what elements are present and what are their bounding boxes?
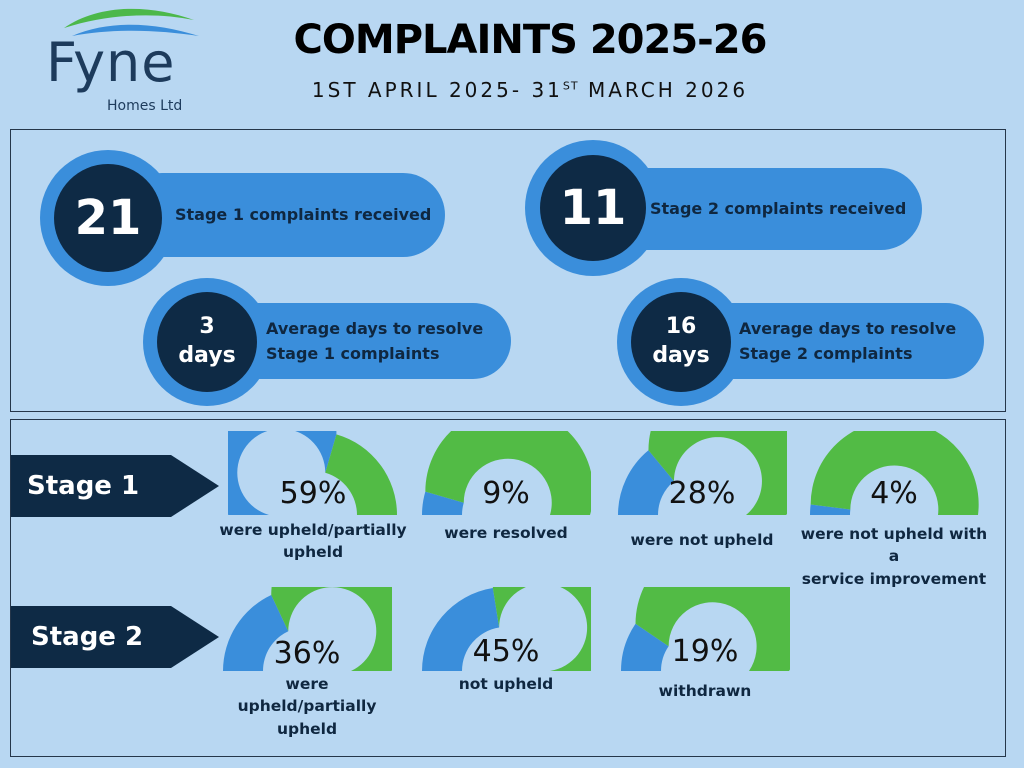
gauge-caption-line: were resolved [444,524,568,542]
stage1-label: Stage 1 [27,471,140,501]
stage1-days-unit: days [178,343,236,368]
stage2-received-count: 11 [540,155,646,261]
stage2-label-banner: Stage 2 [11,606,219,668]
stage2-gauge-upheld: 36% were upheld/partially upheld [222,510,440,747]
wave-logo-icon [64,8,199,36]
gauge-percent: 19% [671,634,739,669]
stage1-gauge-service-improvement: 4% were not upheld with a service improv… [801,420,987,588]
gauge-caption-line: were not upheld [630,531,774,549]
gauge-caption: were upheld/partially upheld [218,519,408,564]
gauge-caption-line: upheld [276,719,338,738]
stage1-days-label-line2: Stage 1 complaints [266,343,440,363]
gauge-caption-line: service improvement [801,569,987,588]
gauge-green-segment [810,420,979,515]
gauge-caption-line: not upheld [458,675,554,693]
stage1-days-value: 3 days [157,292,257,392]
gauge-percent: 45% [472,634,540,669]
stage1-days-label-line1: Average days to resolve [266,319,484,338]
gauge-dial [422,407,594,515]
gauge-percent: 4% [870,476,918,511]
stage1-gauge-not-upheld: 28% were not upheld [617,366,817,571]
stage2-label: Stage 2 [31,622,144,652]
gauge-caption-line: upheld [282,543,344,562]
stage2-days-unit: days [652,343,710,368]
gauge-blue-segment [810,504,851,515]
summary-panel [10,129,1006,412]
gauge-percent: 59% [279,476,347,511]
reporting-period: 1ST APRIL 2025- 31ST MARCH 2026 [270,80,790,100]
gauge-dial [810,420,979,515]
gauge-caption-line: were not upheld with a [800,525,988,566]
gauge-blue-segment [618,450,674,515]
gauge-percent: 9% [482,476,530,511]
gauge-caption-line: were [285,675,329,693]
stage2-received-label: Stage 2 complaints received [650,199,907,218]
gauge-caption: were not upheld with a service improveme… [794,523,994,590]
stage1-received-label: Stage 1 complaints received [175,205,432,224]
gauge-green-segment [425,407,594,515]
stage2-gauge-withdrawn: 19% withdrawn [620,539,804,727]
stage1-days-label: Average days to resolve Stage 1 complain… [266,317,483,367]
stage1-received-count: 21 [54,164,162,272]
gauge-caption: were resolved [411,522,601,544]
stage1-gauge-resolved: 9% were resolved [421,407,594,571]
stage2-days-value: 16 days [631,292,731,392]
gauge-blue-segment [223,594,289,671]
period-end-suffix: ST [562,79,579,93]
stage2-gauge-not-upheld: 45% not upheld [421,504,661,727]
gauge-caption: were upheld/partially upheld [212,673,402,740]
fyne-homes-logo: Fyne Homes Ltd [44,2,204,120]
gauge-caption: withdrawn [610,680,800,702]
stage2-days-number: 16 [665,314,697,340]
logo-name: Fyne [46,31,176,94]
stage1-label-banner: Stage 1 [11,455,219,517]
stage1-gauge-upheld: 59% were upheld/partially upheld [168,350,407,571]
gauge-percent: 28% [668,476,736,511]
logo-subtitle: Homes Ltd [107,98,183,114]
stage1-arrow-shape [11,455,219,517]
period-end-day: 31 [531,78,563,102]
outcomes-panel [10,419,1006,757]
page-title: COMPLAINTS 2025-26 [293,17,768,63]
gauge-caption: not upheld [411,673,601,695]
gauge-blue-segment [422,588,500,671]
stage2-days-label: Average days to resolve Stage 2 complain… [739,317,956,367]
stage2-arrow-shape [11,606,219,668]
gauge-blue-segment [621,623,669,671]
gauge-caption-line: upheld/partially [237,697,377,716]
gauge-caption-line: were upheld/partially [219,521,407,539]
period-start: 1ST APRIL 2025- [311,78,523,102]
stage2-days-label-line2: Stage 2 complaints [739,343,913,363]
gauge-caption-line: withdrawn [658,682,752,700]
gauge-caption: were not upheld [607,529,797,551]
gauge-green-segment [325,434,397,515]
period-end-rest: MARCH 2026 [587,78,749,102]
stage2-days-label-line1: Average days to resolve [739,319,957,338]
gauge-blue-segment [422,491,464,515]
stage1-days-number: 3 [199,314,215,340]
gauge-percent: 36% [273,636,341,671]
